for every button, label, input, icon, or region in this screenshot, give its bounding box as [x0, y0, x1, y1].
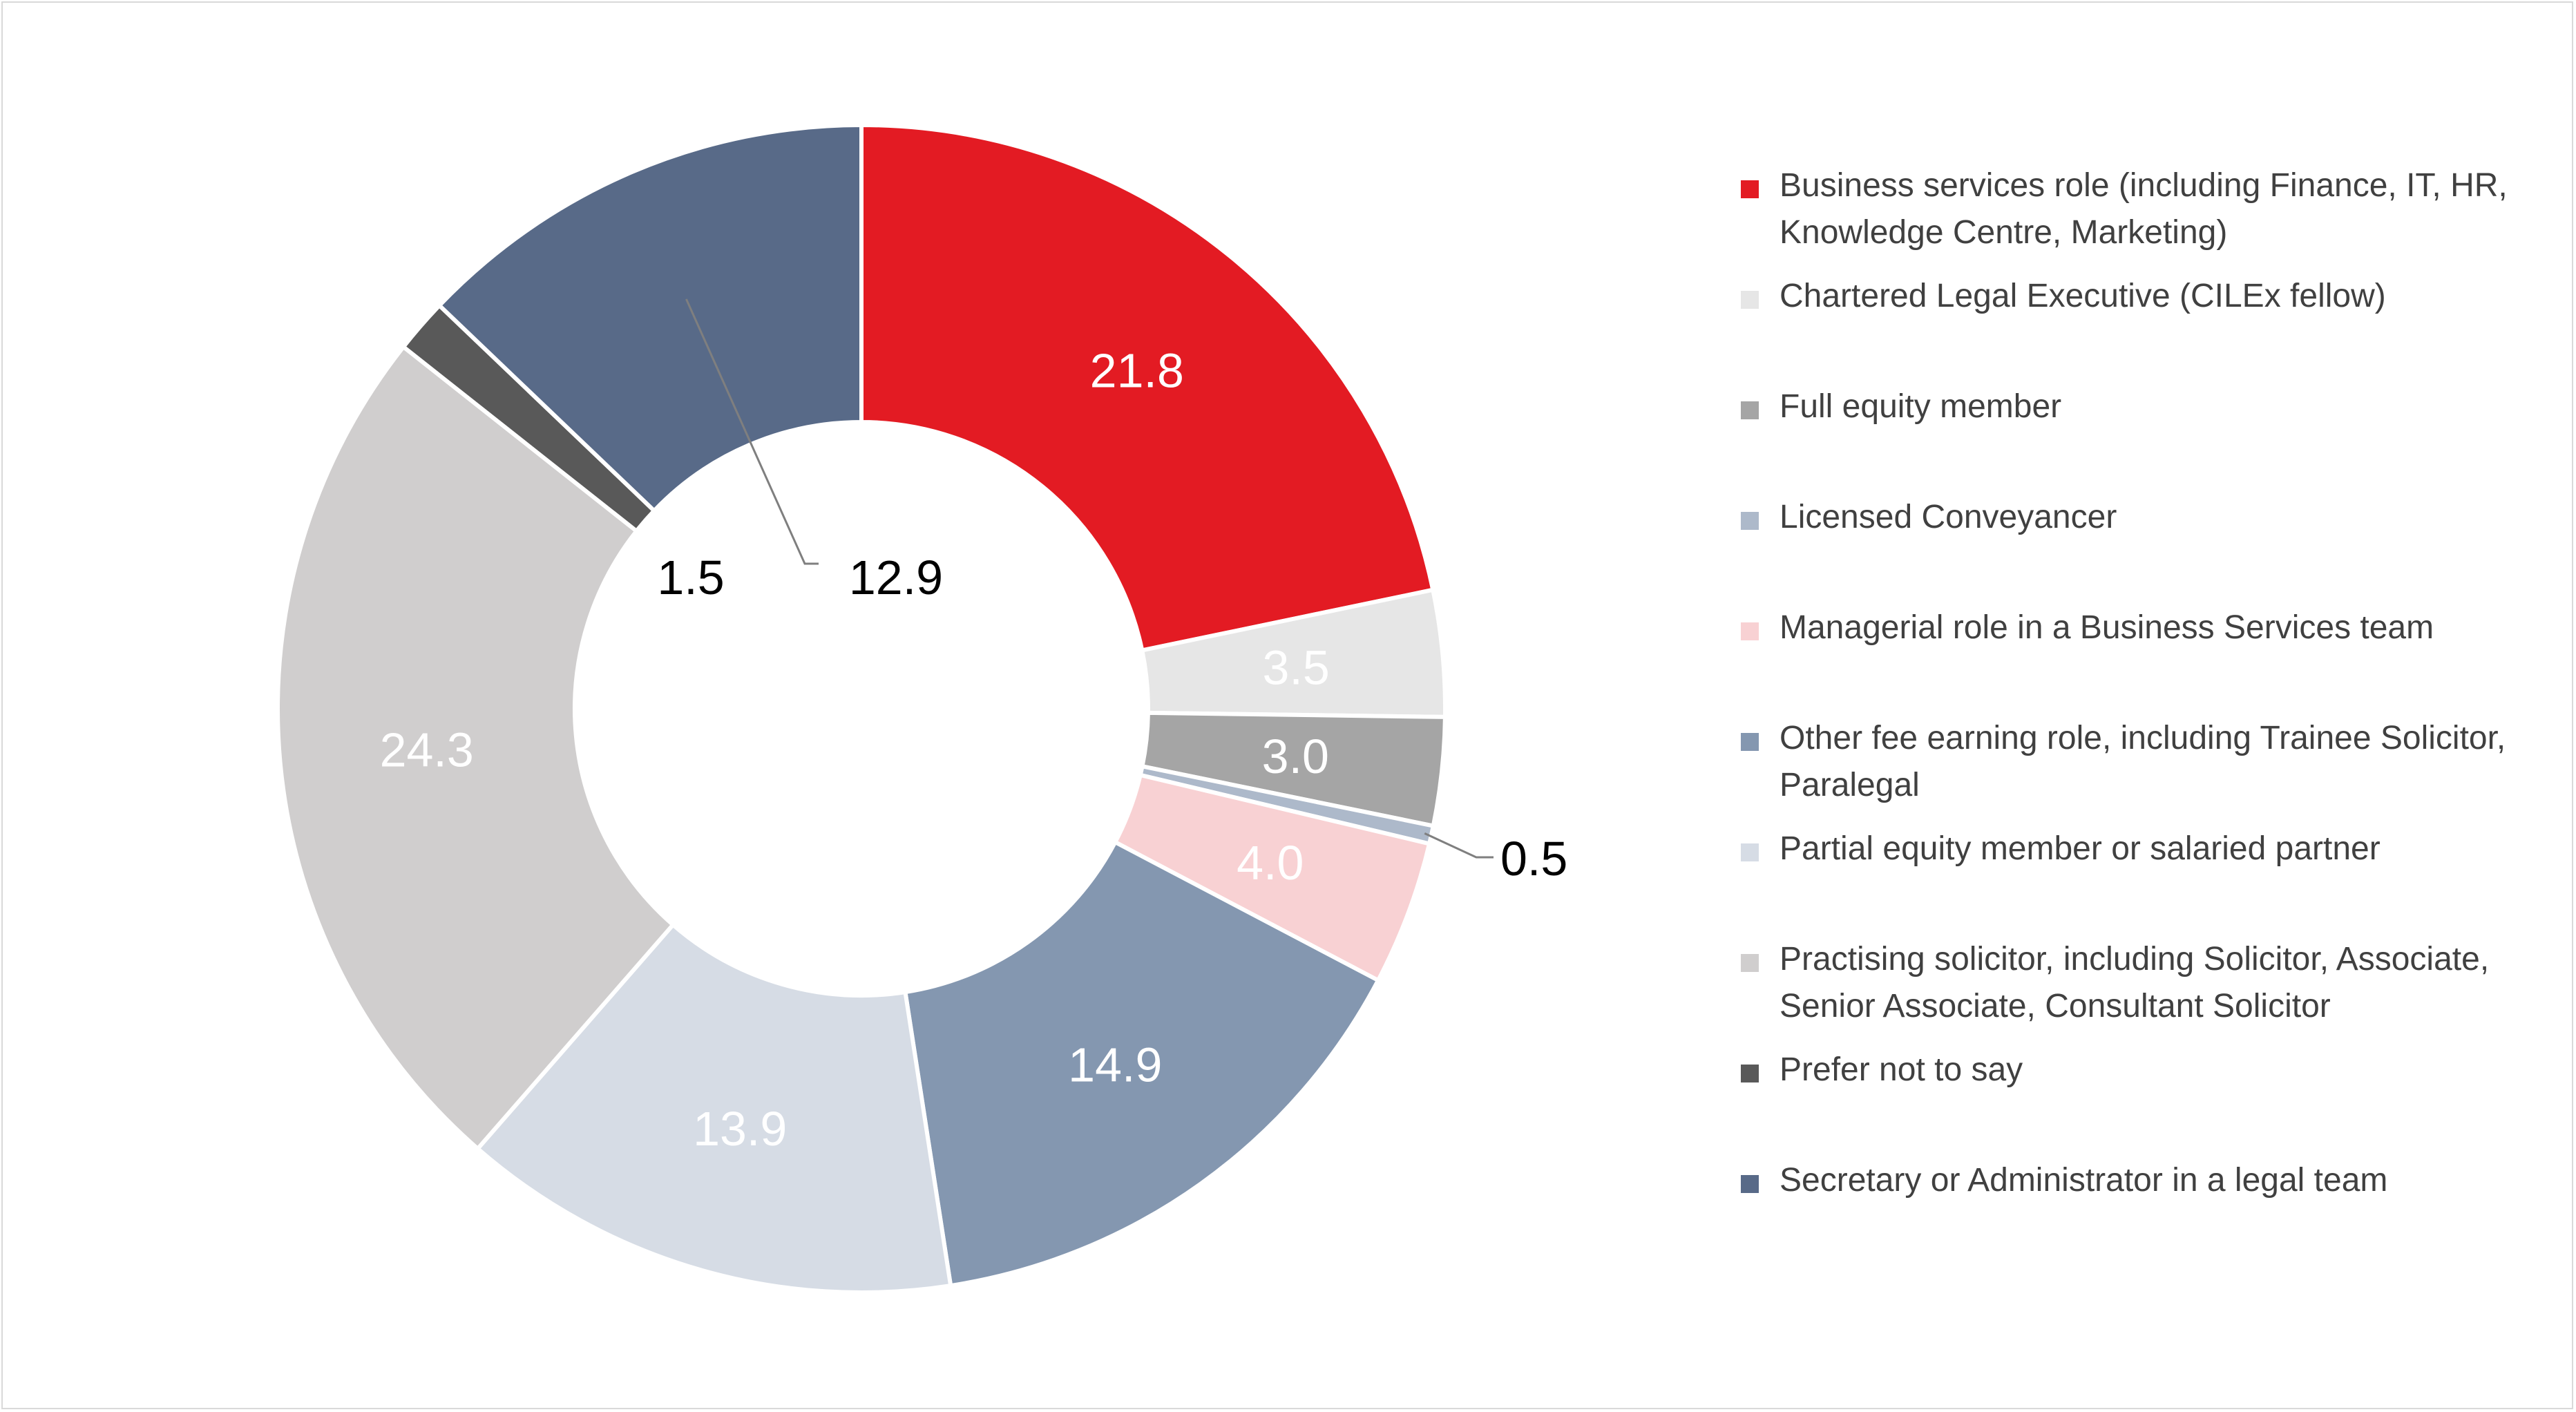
legend-swatch — [1741, 1065, 1759, 1082]
donut-slice-practising-solicitor-including-solicitor — [276, 345, 676, 1151]
data-label-secretary-or-administrator-in-a-legal-te: 12.9 — [849, 551, 943, 604]
legend-label: Secretary or Administrator in a legal te… — [1780, 1157, 2387, 1204]
donut-slice-partial-equity-member-or-salaried-partne — [475, 922, 953, 1295]
data-label-other-fee-earning-role-including-trainee: 14.9 — [1068, 1038, 1162, 1091]
legend-label-line: Full equity member — [1780, 388, 2062, 425]
legend-item: Licensed Conveyancer — [1741, 494, 2556, 541]
legend-label-line: Practising solicitor, including Solicito… — [1780, 941, 2490, 977]
data-label-licensed-conveyancer: 0.5 — [1500, 832, 1567, 886]
legend-label: Managerial role in a Business Services t… — [1780, 604, 2434, 651]
legend-label-line: Managerial role in a Business Services t… — [1780, 609, 2434, 646]
legend-label-line: Business services role (including Financ… — [1780, 167, 2508, 204]
legend-label-line: Knowledge Centre, Marketing) — [1780, 214, 2228, 251]
legend-label: Full equity member — [1780, 383, 2061, 430]
legend-item: Full equity member — [1741, 383, 2556, 430]
legend-label: Partial equity member or salaried partne… — [1780, 826, 2381, 872]
legend-swatch — [1741, 733, 1759, 751]
donut-slice-business-services-role-including-finance — [859, 123, 1435, 653]
legend-item: Managerial role in a Business Services t… — [1741, 604, 2556, 651]
legend-label-line: Senior Associate, Consultant Solicitor — [1780, 988, 2331, 1024]
legend-item: Prefer not to say — [1741, 1047, 2556, 1094]
legend-label-line: Secretary or Administrator in a legal te… — [1780, 1162, 2388, 1199]
donut-slices — [276, 123, 1447, 1295]
leader-line-secretary-or-administrator-in-a-legal-te — [685, 298, 819, 565]
legend-label-line: Partial equity member or salaried partne… — [1780, 830, 2381, 867]
leader-line-licensed-conveyancer — [1424, 832, 1494, 859]
data-label-partial-equity-member-or-salaried-partne: 13.9 — [693, 1102, 787, 1156]
legend-swatch — [1741, 843, 1759, 861]
data-label-full-equity-member: 3.0 — [1262, 729, 1329, 783]
data-label-business-services-role-including-finance: 21.8 — [1090, 344, 1184, 398]
legend-label: Other fee earning role, including Traine… — [1780, 715, 2506, 809]
legend-swatch — [1741, 1175, 1759, 1193]
legend-label-line: Paralegal — [1780, 767, 1920, 803]
legend-swatch — [1741, 180, 1759, 198]
legend-label-line: Licensed Conveyancer — [1780, 499, 2117, 535]
data-label-practising-solicitor-including-solicitor: 24.3 — [380, 723, 474, 776]
legend-item: Practising solicitor, including Solicito… — [1741, 936, 2556, 1030]
legend-item: Other fee earning role, including Traine… — [1741, 715, 2556, 809]
data-label-prefer-not-to-say: 1.5 — [657, 551, 724, 604]
data-labels: 21.8 3.5 3.0 0.5 4.0 14.9 13.9 24.3 1.5 12.9 — [380, 344, 1568, 1156]
legend-swatch — [1741, 622, 1759, 640]
legend-item: Business services role (including Financ… — [1741, 162, 2556, 256]
data-label-chartered-legal-executive-cilex-fellow: 3.5 — [1262, 641, 1329, 695]
legend-item: Secretary or Administrator in a legal te… — [1741, 1157, 2556, 1204]
data-label-managerial-role-in-a-business-services-t: 4.0 — [1237, 836, 1304, 890]
legend-label-line: Prefer not to say — [1780, 1051, 2023, 1088]
legend-label: Licensed Conveyancer — [1780, 494, 2117, 541]
legend-swatch — [1741, 512, 1759, 530]
legend-label-line: Other fee earning role, including Traine… — [1780, 720, 2506, 756]
legend-item: Partial equity member or salaried partne… — [1741, 826, 2556, 872]
legend-label: Business services role (including Financ… — [1780, 162, 2508, 256]
legend-swatch — [1741, 954, 1759, 972]
legend-label: Chartered Legal Executive (CILEx fellow) — [1780, 273, 2386, 320]
legend-item: Chartered Legal Executive (CILEx fellow) — [1741, 273, 2556, 320]
legend-label-line: Chartered Legal Executive (CILEx fellow) — [1780, 278, 2386, 314]
leader-lines — [685, 298, 1494, 859]
legend-swatch — [1741, 291, 1759, 309]
donut-slice-secretary-or-administrator-in-a-legal-te — [437, 123, 864, 513]
legend-label: Prefer not to say — [1780, 1047, 2023, 1094]
donut-slice-other-fee-earning-role-including-trainee — [903, 840, 1380, 1288]
legend-swatch — [1741, 401, 1759, 419]
legend-label: Practising solicitor, including Solicito… — [1780, 936, 2489, 1030]
